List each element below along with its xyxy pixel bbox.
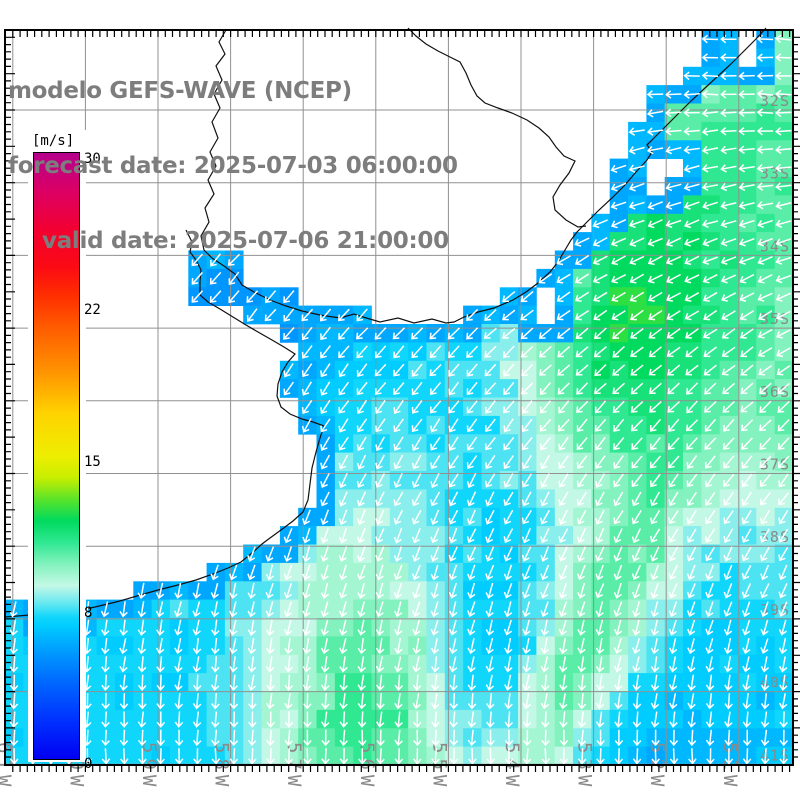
svg-text:55W: 55W bbox=[428, 742, 450, 791]
colorbar-tick-22: 22 bbox=[84, 302, 101, 319]
wind-arrows bbox=[9, 34, 792, 765]
svg-text:32S: 32S bbox=[760, 92, 790, 110]
colorbar-gradient bbox=[33, 152, 80, 760]
svg-text:59W: 59W bbox=[138, 742, 160, 791]
svg-text:58W: 58W bbox=[211, 742, 233, 791]
colorbar: [m/s] bbox=[28, 130, 86, 762]
svg-text:53W: 53W bbox=[574, 742, 596, 791]
svg-text:51W: 51W bbox=[719, 742, 741, 791]
svg-text:33S: 33S bbox=[760, 165, 790, 183]
svg-text:36S: 36S bbox=[760, 383, 790, 401]
axis-ticks bbox=[6, 31, 800, 772]
forecast-date: forecast date: 2025-07-03 06:00:00 bbox=[8, 153, 458, 179]
svg-text:56W: 56W bbox=[356, 742, 378, 791]
colorbar-unit-label: [m/s] bbox=[32, 133, 75, 149]
title-block: modelo GEFS-WAVE (NCEP) forecast date: 2… bbox=[8, 29, 458, 304]
model-title: modelo GEFS-WAVE (NCEP) bbox=[8, 78, 352, 104]
colorbar-tick-15: 15 bbox=[84, 453, 101, 470]
svg-text:57W: 57W bbox=[283, 742, 305, 791]
colorbar-tick-30: 30 bbox=[84, 151, 101, 167]
map-frame bbox=[4, 29, 800, 772]
valid-date: valid date: 2025-07-06 21:00:00 bbox=[42, 228, 449, 254]
svg-text:54W: 54W bbox=[501, 742, 523, 791]
svg-text:52W: 52W bbox=[646, 742, 668, 791]
grid-lines bbox=[5, 30, 793, 765]
svg-text:61W: 61W bbox=[0, 742, 15, 791]
colorbar-tick-8: 8 bbox=[84, 604, 93, 621]
svg-text:37S: 37S bbox=[760, 456, 790, 474]
colorbar-tick-0: 0 bbox=[84, 756, 93, 772]
